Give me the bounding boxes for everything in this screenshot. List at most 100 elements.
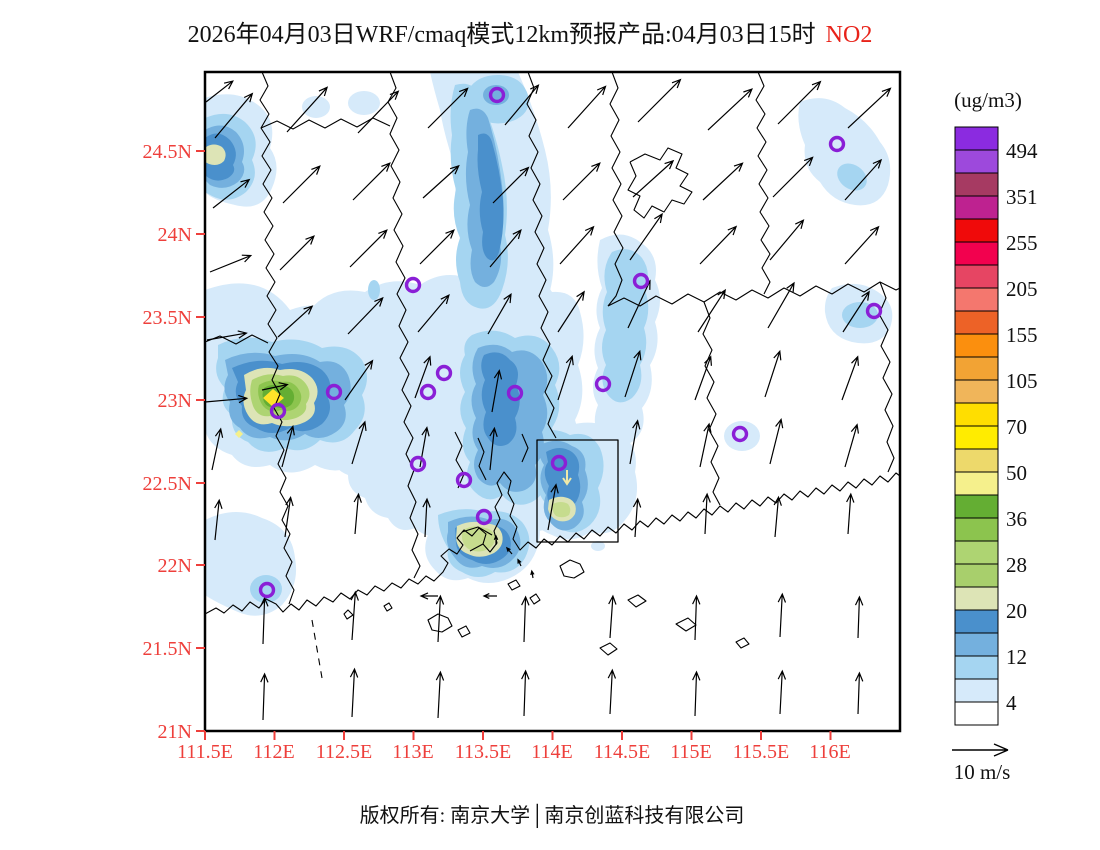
wind-arrow xyxy=(844,158,883,201)
wind-arrow xyxy=(773,495,782,538)
wind-arrow xyxy=(777,592,787,638)
wind-arrow xyxy=(697,288,727,333)
lat-label: 24N xyxy=(158,224,192,246)
wind-arrow xyxy=(769,219,805,261)
wind-arrow xyxy=(493,534,499,545)
legend-tick: 105 xyxy=(1006,369,1038,393)
wind-arrow xyxy=(692,670,701,717)
city-marker xyxy=(419,383,437,401)
legend-cell xyxy=(954,149,999,174)
wind-arrow xyxy=(767,281,795,329)
wind-arrow xyxy=(764,349,782,398)
coastline xyxy=(204,471,901,615)
lon-label: 115.5E xyxy=(733,741,789,763)
legend-tick: 494 xyxy=(1006,139,1038,163)
wind-arrow xyxy=(707,88,753,131)
legend-cell xyxy=(954,701,999,726)
city-marker xyxy=(865,302,883,320)
lon-label: 112.5E xyxy=(316,741,372,763)
city-marker xyxy=(594,375,612,393)
legend-cell xyxy=(954,540,999,565)
wind-scale-label: 10 m/s xyxy=(954,760,1011,784)
hongkong-inset-box xyxy=(536,439,619,543)
wind-arrow xyxy=(214,92,254,139)
legend-cell xyxy=(954,517,999,542)
wind-arrow xyxy=(206,330,248,341)
wind-arrow xyxy=(699,225,738,265)
wind-arrow xyxy=(492,166,530,204)
wind-arrow xyxy=(261,382,289,391)
legend-tick-labels: 494 351 255 205 155 105 70 50 36 28 20 1… xyxy=(1006,139,1038,715)
lat-label: 24.5N xyxy=(143,141,192,163)
legend-tick: 50 xyxy=(1006,461,1027,485)
legend-tick: 255 xyxy=(1006,231,1038,255)
wind-arrow xyxy=(629,419,641,465)
wind-arrow xyxy=(505,546,513,555)
wind-arrow xyxy=(608,594,617,639)
wind-arrow xyxy=(842,290,870,333)
wind-arrow xyxy=(702,492,711,535)
city-marker xyxy=(731,425,749,443)
wind-arrow xyxy=(350,590,359,641)
wind-field xyxy=(204,78,892,721)
wind-arrow xyxy=(557,290,585,333)
wind-arrow xyxy=(419,592,438,600)
wind-arrow xyxy=(692,594,701,641)
lon-label: 113E xyxy=(392,741,433,763)
city-marker xyxy=(435,364,453,382)
wind-arrow xyxy=(212,178,251,209)
wind-arrow xyxy=(357,90,400,134)
legend-cell xyxy=(954,586,999,611)
lat-label: 23N xyxy=(158,390,192,412)
legend-tick: 36 xyxy=(1006,507,1027,531)
legend-cell xyxy=(954,126,999,151)
wind-arrow xyxy=(205,80,234,103)
weak-wind-arrow-pale xyxy=(562,470,572,486)
wind-arrow xyxy=(847,87,892,129)
page-title: 2026年04月03日WRF/cmaq模式12km预报产品:04月03日15时 N… xyxy=(188,21,873,48)
legend-tick: 155 xyxy=(1006,323,1038,347)
legend-cell xyxy=(954,241,999,266)
lon-label: 112E xyxy=(253,741,294,763)
wind-arrow xyxy=(422,497,431,538)
legend-cell xyxy=(954,402,999,427)
wind-arrow xyxy=(632,159,675,198)
legend-colorbar xyxy=(954,126,999,726)
wind-arrow xyxy=(607,668,617,715)
wind-arrow xyxy=(347,296,384,335)
wind-arrow xyxy=(214,498,223,541)
lon-label: 114.5E xyxy=(594,741,650,763)
lon-label: 116E xyxy=(809,741,850,763)
lon-ticks xyxy=(204,731,832,740)
wind-arrow xyxy=(854,595,864,639)
wind-arrow xyxy=(567,85,607,129)
wind-arrow xyxy=(521,595,530,643)
title-main: 2026年04月03日WRF/cmaq模式12km预报产品:04月03日15时 xyxy=(188,21,816,48)
wind-arrow xyxy=(517,558,522,567)
wind-arrow xyxy=(435,594,445,643)
legend-cell xyxy=(954,310,999,335)
legend-cell xyxy=(954,356,999,381)
legend-units: (ug/m3) xyxy=(954,88,1022,112)
lat-axis-labels: 24.5N 24N 23.5N 23N 22.5N 22N 21.5N 21N xyxy=(143,141,192,743)
wind-arrow xyxy=(557,354,574,401)
city-marker xyxy=(488,86,506,104)
wind-arrow xyxy=(284,495,294,538)
wind-arrow xyxy=(632,497,642,538)
wind-arrow xyxy=(281,424,295,468)
wind-arrow xyxy=(349,229,388,268)
wind-arrow xyxy=(419,229,455,265)
wind-arrow xyxy=(702,162,744,201)
legend-cell xyxy=(954,333,999,358)
lat-label: 23.5N xyxy=(143,307,192,329)
wind-arrow xyxy=(521,669,530,717)
wind-arrow xyxy=(769,417,784,465)
wind-arrow xyxy=(277,305,314,338)
city-marker xyxy=(828,135,846,153)
legend-cell xyxy=(954,379,999,404)
legend-cell xyxy=(954,218,999,243)
lat-label: 22N xyxy=(158,555,192,577)
maritime-dashed-boundary xyxy=(311,619,323,679)
copyright-footer: 版权所有: 南京大学│南京创蓝科技有限公司 xyxy=(360,803,745,829)
wind-arrow xyxy=(282,165,321,204)
